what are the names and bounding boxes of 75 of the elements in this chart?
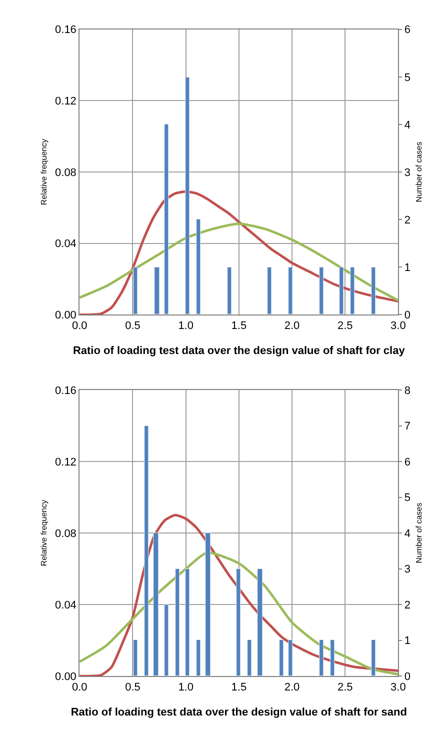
bar (350, 266, 355, 314)
bar (164, 124, 169, 314)
y2-tick-label: 5 (404, 492, 410, 504)
y-tick-label: 0.08 (55, 166, 76, 179)
bar (267, 266, 272, 314)
x-tick-label: 2.0 (284, 681, 300, 694)
x-tick-label: 1.5 (231, 320, 247, 332)
bar (339, 266, 344, 314)
x-tick-label: 0.0 (72, 320, 88, 332)
y-tick-label: 0.12 (55, 96, 76, 108)
y-tick-label: 0.00 (55, 670, 76, 683)
y2-tick-label: 5 (404, 72, 410, 84)
y-tick-label: 0.12 (55, 456, 76, 468)
y-tick-label: 0.04 (55, 238, 76, 250)
bar (133, 639, 138, 676)
x-axis-title: Ratio of loading test data over the design value of shaft for sand (70, 706, 407, 718)
x-tick-label: 0.5 (125, 320, 140, 332)
bar (236, 568, 241, 676)
x-axis-title: Ratio of loading test data over the design value of shaft for clay (72, 345, 406, 358)
bar (227, 266, 232, 314)
y-tick-label: 0.16 (55, 384, 76, 397)
y2-tick-label: 6 (404, 24, 410, 36)
x-tick-label: 1.0 (178, 681, 194, 694)
bar (319, 266, 324, 314)
y-tick-label: 0.08 (55, 528, 76, 540)
y2-tick-label: 0 (404, 670, 410, 683)
bar (185, 76, 190, 314)
bar (247, 639, 252, 676)
bar (257, 568, 263, 676)
x-tick-label: 3.0 (390, 320, 406, 332)
line-series (80, 190, 398, 315)
bar (133, 266, 138, 314)
y2-tick-label: 7 (404, 420, 410, 433)
bar (371, 639, 376, 676)
bar (175, 568, 180, 676)
bar (196, 218, 201, 314)
y2-tick-label: 2 (404, 214, 410, 226)
x-tick-label: 2.5 (337, 320, 353, 332)
bar (288, 639, 293, 676)
y2-tick-label: 1 (404, 262, 410, 274)
y-tick-label: 0.16 (55, 24, 76, 36)
y2-tick-label: 8 (404, 384, 410, 397)
y2-tick-label: 4 (404, 119, 410, 132)
bar (154, 266, 160, 314)
bar (279, 639, 284, 676)
x-tick-label: 2.5 (337, 681, 353, 694)
y-tick-label: 0.04 (55, 599, 76, 612)
y-axis-title: Relative frequency (40, 500, 49, 566)
bar (185, 568, 190, 676)
bar (153, 532, 159, 676)
y2-tick-label: 6 (404, 456, 410, 468)
bar (371, 266, 376, 314)
y2-axis-title: Number of cases (414, 142, 424, 202)
x-tick-label: 2.0 (284, 320, 300, 332)
bar (164, 604, 169, 676)
y2-tick-label: 3 (404, 166, 410, 179)
x-tick-label: 3.0 (390, 681, 406, 694)
y2-tick-label: 4 (404, 528, 410, 540)
bar (288, 266, 293, 314)
bar (205, 532, 211, 676)
bar (196, 639, 201, 676)
x-tick-label: 0.0 (72, 681, 88, 694)
x-tick-label: 0.5 (125, 681, 140, 694)
y-axis-title: Relative frequency (40, 138, 49, 206)
bar (144, 425, 149, 676)
y-tick-label: 0.00 (55, 310, 76, 322)
y2-tick-label: 0 (404, 310, 410, 322)
y2-axis-title: Number of cases (414, 502, 424, 564)
y2-tick-label: 1 (404, 635, 410, 648)
bar (330, 639, 335, 676)
x-tick-label: 1.5 (231, 681, 247, 694)
bar (319, 639, 324, 676)
y2-tick-label: 2 (404, 599, 410, 612)
y2-tick-label: 3 (404, 564, 410, 576)
x-tick-label: 1.0 (178, 320, 194, 332)
